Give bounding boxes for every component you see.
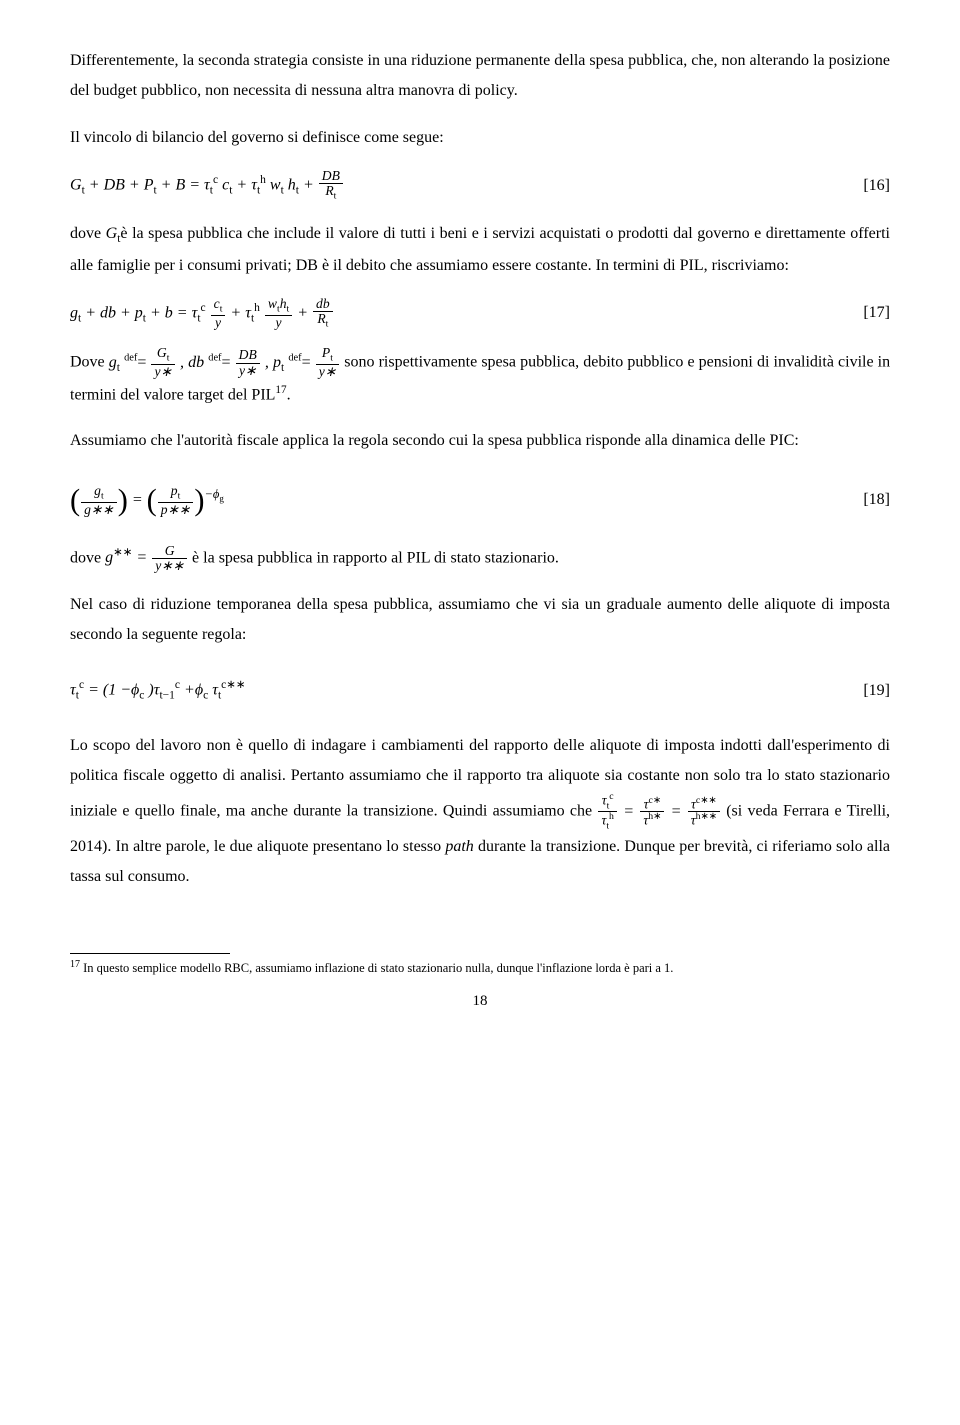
eq17-frac3: db Rt xyxy=(313,297,333,330)
paragraph-after-eq16: dove Gtè la spesa pubblica che include i… xyxy=(70,219,890,281)
eq18-body: (gtg∗∗) = (ptp∗∗)−ϕg xyxy=(70,483,224,517)
footnote-text: In questo semplice modello RBC, assumiam… xyxy=(80,961,673,975)
paragraph-ratio: Lo scopo del lavoro non è quello di inda… xyxy=(70,731,890,893)
footnote-separator xyxy=(70,953,230,954)
paragraph-intro: Differentemente, la seconda strategia co… xyxy=(70,46,890,107)
eq19-number: [19] xyxy=(863,676,890,706)
eq16-c: + B = τ xyxy=(161,176,210,193)
eq18-exp: −ϕg xyxy=(204,487,223,501)
equation-19: τtc = (1 −ϕc )τt−1c +ϕc τtc∗∗ [19] xyxy=(70,675,890,707)
ratio-frac-1: τtc τth xyxy=(598,792,616,832)
eq17-body: gt + db + pt + b = τtc ct y + τth wtht y… xyxy=(70,297,334,330)
eq16-g: h xyxy=(288,176,296,193)
ratio-frac-3: τc∗∗ τh∗∗ xyxy=(688,796,720,829)
eq16-frac: DB Rt xyxy=(319,169,343,202)
eq16-a: G xyxy=(70,176,82,193)
def-g-frac: Gty∗ xyxy=(151,346,174,379)
eq18-lfrac: gtg∗∗ xyxy=(81,484,117,517)
eq16-body: Gt + DB + Pt + B = τtc ct + τth wt ht + … xyxy=(70,169,344,202)
paragraph-fiscal-rule: Assumiamo che l'autorità fiscale applica… xyxy=(70,426,890,456)
eq18-number: [18] xyxy=(863,485,890,515)
equation-17: gt + db + pt + b = τtc ct y + τth wtht y… xyxy=(70,297,890,330)
ratio-frac-2: τc∗ τh∗ xyxy=(640,796,664,829)
equation-16: Gt + DB + Pt + B = τtc ct + τth wt ht + … xyxy=(70,169,890,202)
eq16-number: [16] xyxy=(863,171,890,201)
def-db-frac: DBy∗ xyxy=(236,348,260,378)
eq16-e: + τ xyxy=(236,176,257,193)
eq17-frac1: ct y xyxy=(211,297,226,330)
paragraph-gss: dove g∗∗ = Gy∗∗ è la spesa pubblica in r… xyxy=(70,543,890,574)
footnote-number: 17 xyxy=(70,959,80,970)
eq19-body: τtc = (1 −ϕc )τt−1c +ϕc τtc∗∗ xyxy=(70,675,246,707)
equation-18: (gtg∗∗) = (ptp∗∗)−ϕg [18] xyxy=(70,483,890,517)
footnote-17: 17 In questo semplice modello RBC, assum… xyxy=(70,958,890,977)
eq17-number: [17] xyxy=(863,298,890,328)
eq17-frac2: wtht y xyxy=(265,297,292,330)
path-italic: path xyxy=(445,838,473,855)
paragraph-constraint-intro: Il vincolo di bilancio del governo si de… xyxy=(70,123,890,153)
def-p-frac: Pty∗ xyxy=(316,346,339,379)
footnote-ref-17: 17 xyxy=(275,384,286,396)
paragraph-definitions: Dove gt def= Gty∗ , db def= DBy∗ , pt de… xyxy=(70,346,890,410)
page-number: 18 xyxy=(70,987,890,1016)
gss-frac: Gy∗∗ xyxy=(152,544,187,574)
paragraph-tax-rule: Nel caso di riduzione temporanea della s… xyxy=(70,590,890,651)
eq16-plus: + xyxy=(303,176,318,193)
eq16-b: + DB + P xyxy=(89,176,154,193)
eq16-f: w xyxy=(270,176,281,193)
eq18-rfrac: ptp∗∗ xyxy=(158,484,194,517)
